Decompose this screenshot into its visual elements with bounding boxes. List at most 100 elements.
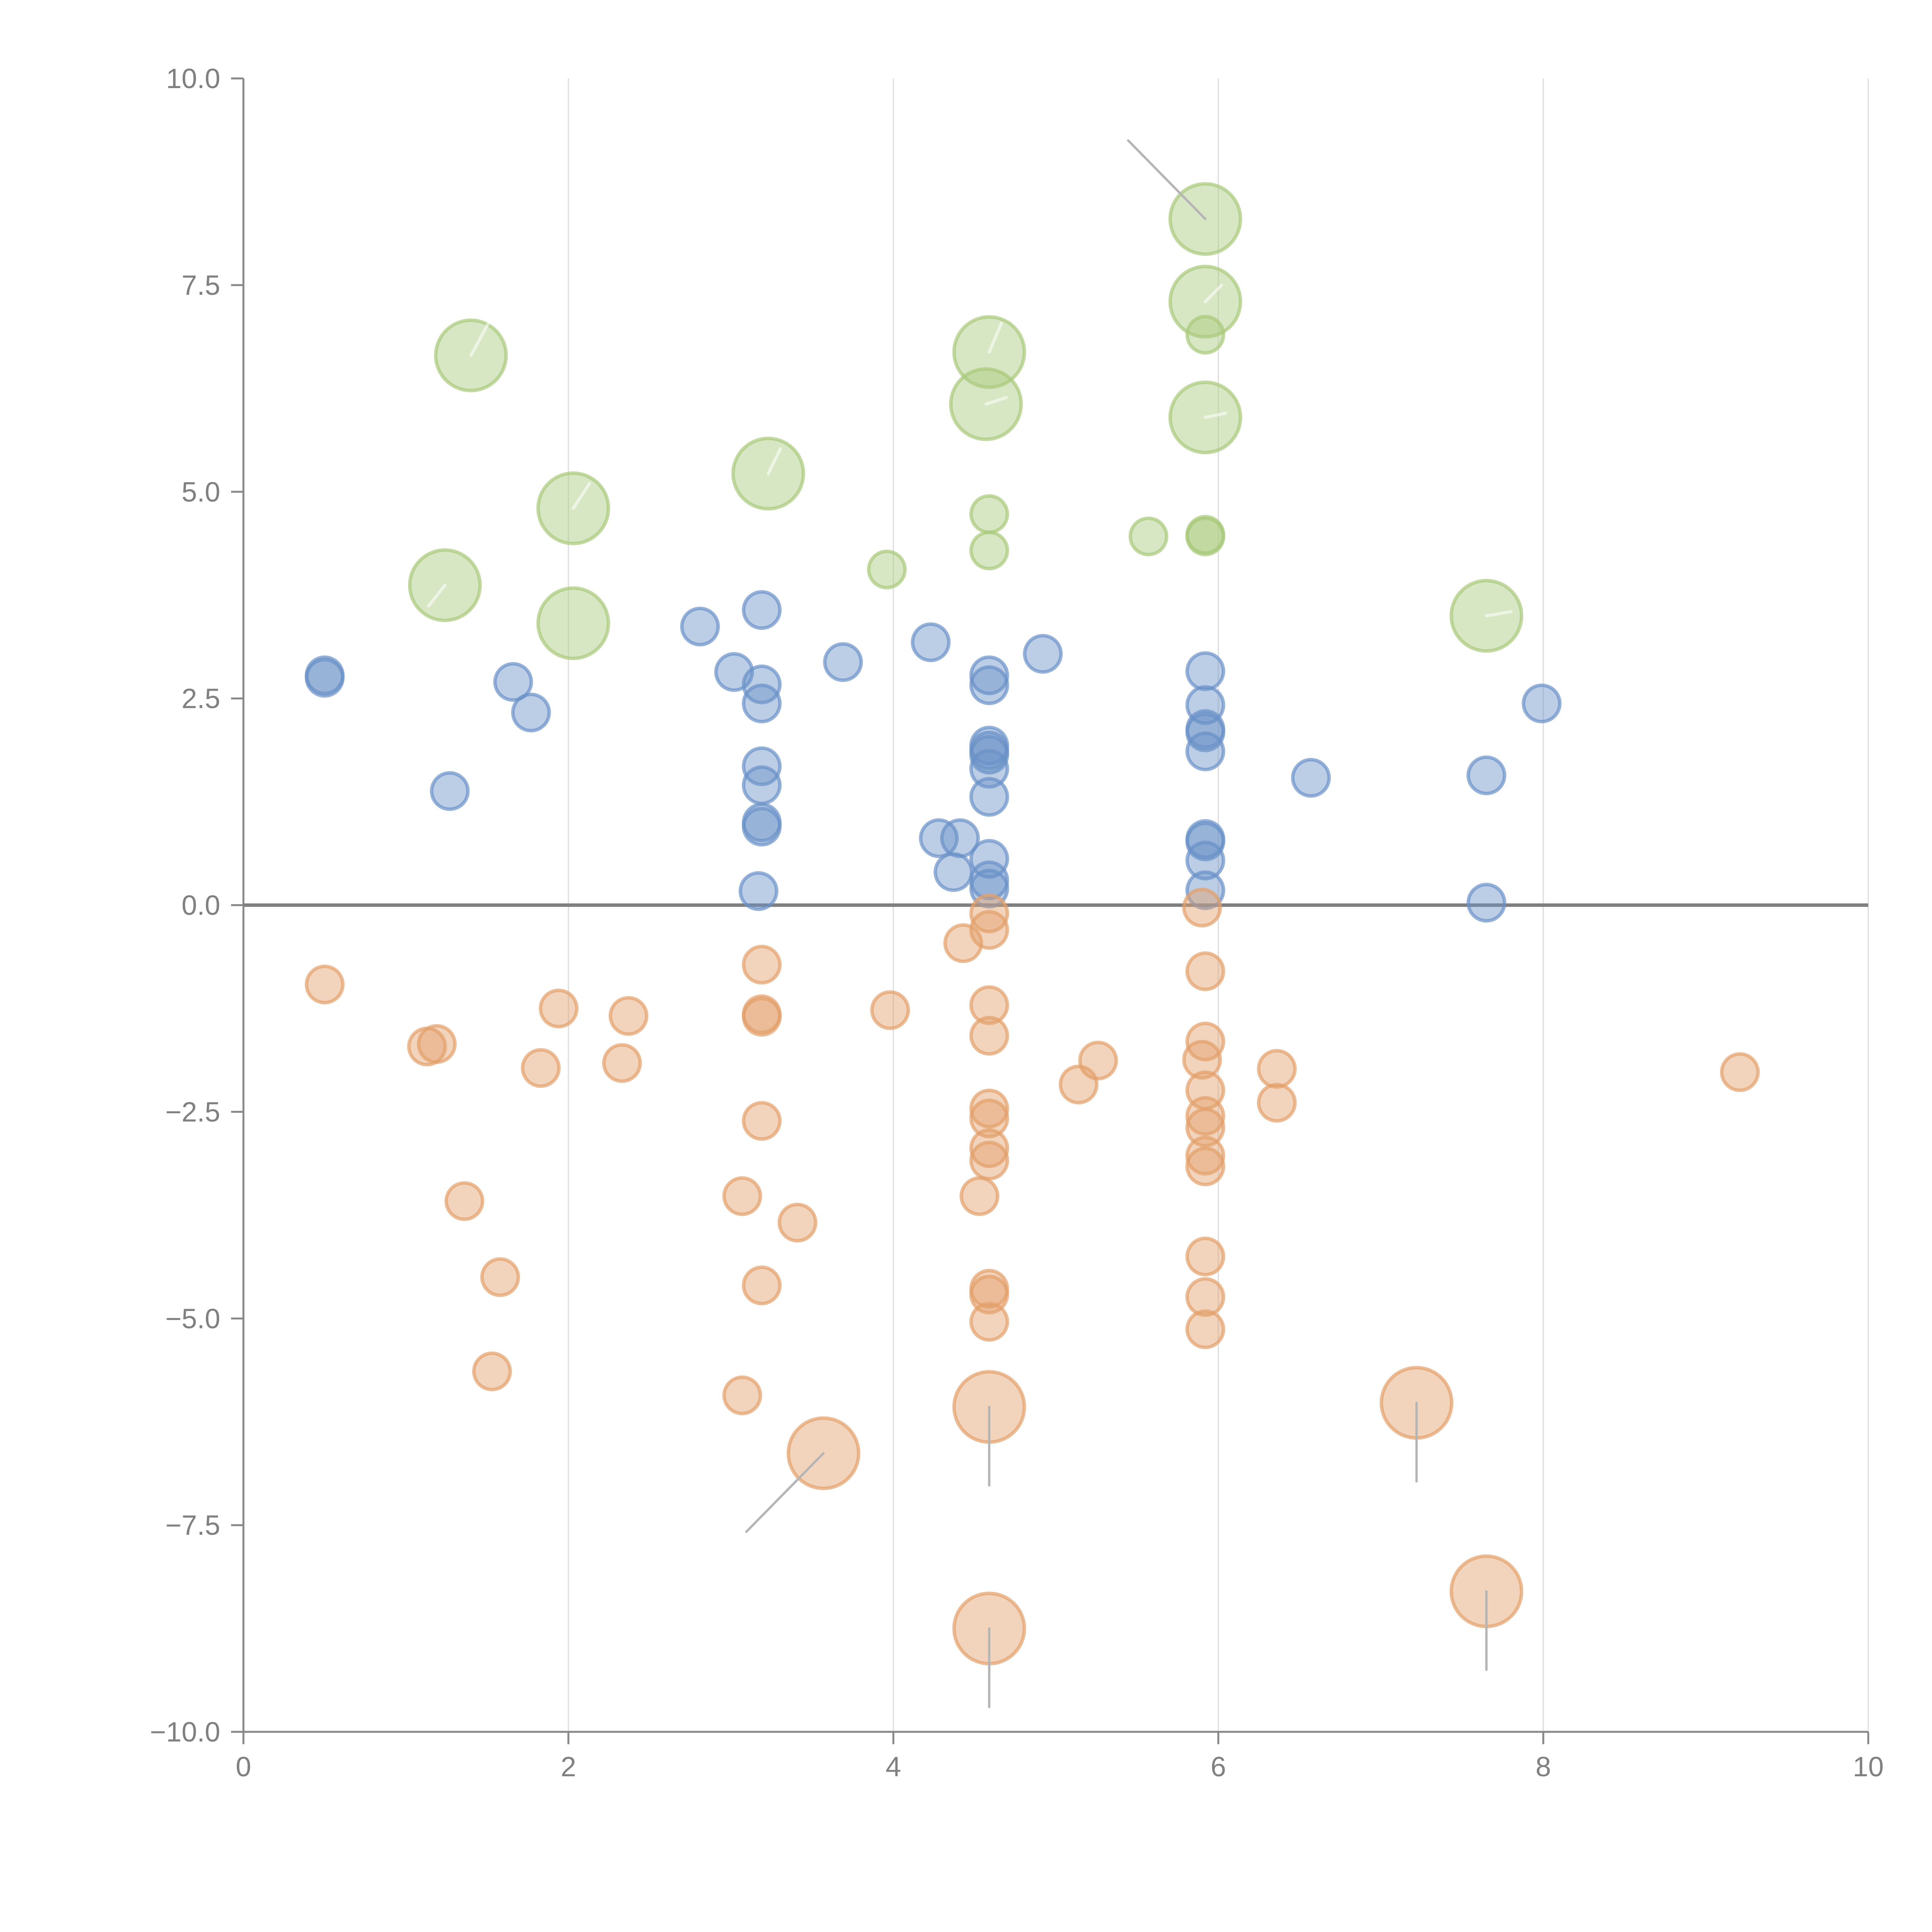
bubble-orange (1185, 1096, 1225, 1136)
bubble-orange (969, 1274, 1009, 1315)
bubble-orange (480, 1257, 520, 1297)
leader-line (1204, 412, 1227, 419)
bubble-blue (911, 622, 951, 662)
bubble-blue (969, 735, 1009, 775)
bubble-orange (1257, 1049, 1297, 1089)
x-tick-label: 0 (236, 1752, 251, 1782)
y-tick-label: −7.5 (165, 1510, 220, 1541)
x-tick-label: 6 (1211, 1752, 1226, 1782)
bubble-blue (1466, 883, 1507, 923)
bubble-orange (722, 1375, 762, 1415)
bubble-blue (1023, 634, 1063, 674)
bubble-green (536, 586, 611, 660)
bubble-blue (742, 765, 782, 805)
bubble-orange (1182, 1040, 1222, 1080)
bubble-blue (823, 642, 863, 682)
bubble-orange (969, 910, 1009, 950)
bubble-orange (1185, 1107, 1225, 1148)
bubble-blue (493, 662, 533, 702)
bubble-orange (722, 1176, 762, 1216)
bubble-orange (1185, 1277, 1225, 1317)
leader-line (988, 321, 1003, 354)
bubble-blue (742, 806, 782, 847)
bubble-orange (777, 1202, 818, 1243)
leader-line (1204, 283, 1223, 303)
bubble-blue (738, 871, 779, 911)
leader-line (984, 396, 1008, 406)
bubble-blue (1466, 755, 1507, 796)
bubble-orange (602, 1043, 642, 1083)
bubble-blue (1522, 683, 1562, 723)
bubble-orange (417, 1024, 457, 1064)
bubble-blue (934, 852, 974, 892)
bubble-blue (742, 590, 782, 630)
bubble-orange (1720, 1052, 1760, 1092)
tick-labels: 0 2 4 6 8 10 −10.0 −7.5 −5.0 −2.5 0.0 2.5 5.0 7.5 10.0 (150, 63, 1884, 1782)
bubble-blue (1291, 758, 1331, 798)
axes (231, 77, 1869, 1744)
bubble-green (1185, 515, 1225, 555)
bubble-green (1128, 516, 1168, 556)
y-tick-label: 10.0 (166, 63, 220, 94)
bubble-orange (472, 1351, 512, 1391)
series-green (408, 139, 1524, 660)
leader-line (469, 316, 493, 357)
series-orange (304, 888, 1760, 1708)
y-tick-label: 5.0 (182, 477, 220, 508)
bubble-blue (969, 665, 1009, 705)
bubble-blue (304, 658, 345, 698)
bubble-orange (969, 1141, 1009, 1181)
x-tick-label: 2 (561, 1752, 576, 1782)
series-blue (304, 590, 1562, 923)
y-tick-label: −10.0 (150, 1717, 220, 1748)
bubble-orange (1185, 1146, 1225, 1187)
bubble-blue (969, 748, 1009, 789)
bubble-orange (1182, 888, 1222, 928)
bubble-orange (742, 1265, 782, 1306)
bubble-orange (1185, 1236, 1225, 1277)
bubble-blue (969, 655, 1009, 696)
bubble-orange (969, 985, 1009, 1025)
x-tick-label: 8 (1536, 1752, 1551, 1782)
y-tick-label: −2.5 (165, 1097, 220, 1128)
bubble-orange (609, 996, 649, 1036)
bubble-orange (444, 1181, 485, 1221)
bubble-orange (539, 988, 579, 1029)
bubble-blue (969, 839, 1009, 879)
bubble-orange (1185, 1136, 1225, 1176)
bubble-green (867, 549, 907, 590)
bubble-orange (1185, 1309, 1225, 1349)
bubble-orange (521, 1048, 561, 1088)
y-tick-label: 7.5 (182, 270, 220, 301)
y-tick-label: 0.0 (182, 890, 220, 921)
bubble-blue (1185, 651, 1225, 691)
bubble-orange (969, 1128, 1009, 1168)
leader-line (1127, 139, 1207, 220)
data-points (304, 139, 1760, 1708)
bubble-orange (1078, 1041, 1118, 1081)
bubble-orange (1185, 951, 1225, 992)
bubble-orange (969, 1302, 1009, 1342)
leader-line (1485, 610, 1512, 617)
bubble-green (969, 531, 1009, 571)
leader-line (427, 583, 447, 608)
bubble-orange (742, 945, 782, 985)
bubble-orange (969, 1016, 1009, 1056)
leader-line (571, 482, 591, 510)
bubble-blue (969, 777, 1009, 817)
y-tick-label: 2.5 (182, 684, 220, 714)
bubble-blue (430, 771, 470, 811)
x-tick-label: 4 (886, 1752, 901, 1782)
y-tick-label: −5.0 (165, 1303, 220, 1334)
leader-line (767, 447, 782, 475)
bubble-orange (969, 1098, 1009, 1138)
bubble-green (969, 494, 1009, 534)
bubble-blue (919, 818, 959, 858)
bubble-orange (959, 1176, 1000, 1216)
bubble-orange (1257, 1083, 1297, 1123)
bubble-orange (304, 964, 345, 1005)
bubble-orange (742, 1101, 782, 1141)
bubble-orange (969, 1088, 1009, 1129)
bubble-orange (870, 990, 910, 1030)
